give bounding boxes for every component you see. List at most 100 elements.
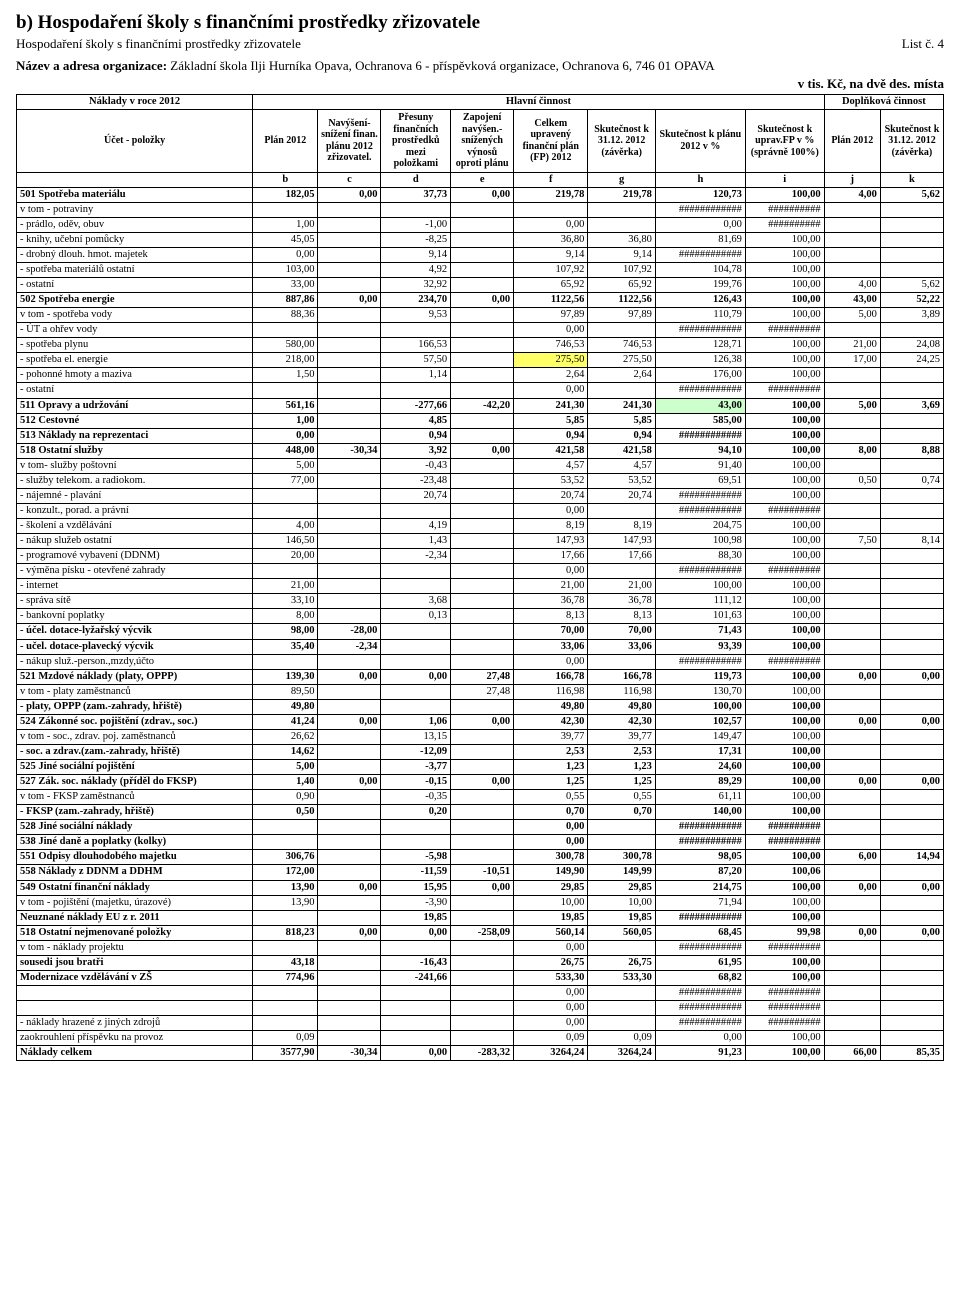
hdr-h: Skutečnost k plánu 2012 v % xyxy=(655,110,745,173)
cell-i: 100,00 xyxy=(745,428,824,443)
cell-h: ############ xyxy=(655,564,745,579)
cell-f: 275,50 xyxy=(514,353,588,368)
hdr-b: Plán 2012 xyxy=(253,110,318,173)
cell-f: 107,92 xyxy=(514,262,588,277)
cell-g: 0,94 xyxy=(588,428,655,443)
cell-e xyxy=(451,564,514,579)
cell-f: 10,00 xyxy=(514,895,588,910)
cell-f: 149,90 xyxy=(514,865,588,880)
cell-k xyxy=(880,654,943,669)
cell-c: 0,00 xyxy=(318,775,381,790)
cell-k xyxy=(880,639,943,654)
cell-h: 110,79 xyxy=(655,308,745,323)
cell-f: 560,14 xyxy=(514,925,588,940)
hdr-f: Celkem upravený finanční plán (FP) 2012 xyxy=(514,110,588,173)
cell-h: 104,78 xyxy=(655,262,745,277)
cell-e: -42,20 xyxy=(451,398,514,413)
cell-e xyxy=(451,1001,514,1016)
cell-h: 149,47 xyxy=(655,729,745,744)
cell-d xyxy=(381,579,451,594)
row-label: - ÚT a ohřev vody xyxy=(17,323,253,338)
cell-c xyxy=(318,232,381,247)
cell-g: 560,05 xyxy=(588,925,655,940)
cell-b: 5,00 xyxy=(253,458,318,473)
cell-b: 103,00 xyxy=(253,262,318,277)
cell-i: 100,00 xyxy=(745,473,824,488)
cell-g xyxy=(588,820,655,835)
cell-f: 166,78 xyxy=(514,669,588,684)
cell-j xyxy=(824,1016,880,1031)
cell-h: ############ xyxy=(655,503,745,518)
cell-d: 57,50 xyxy=(381,353,451,368)
cell-i: 100,00 xyxy=(745,247,824,262)
cell-h: ############ xyxy=(655,488,745,503)
cell-i: ########## xyxy=(745,383,824,398)
row-label: - nákup služ.-person.,mzdy,účto xyxy=(17,654,253,669)
cell-b: 0,00 xyxy=(253,247,318,262)
cell-k xyxy=(880,1001,943,1016)
cell-e xyxy=(451,247,514,262)
cell-c: 0,00 xyxy=(318,293,381,308)
cell-k xyxy=(880,940,943,955)
row-label: v tom - soc., zdrav. poj. zaměstnanců xyxy=(17,729,253,744)
cell-i: 100,00 xyxy=(745,609,824,624)
cell-f: 33,06 xyxy=(514,639,588,654)
cell-i: ########## xyxy=(745,820,824,835)
cell-k: 8,88 xyxy=(880,443,943,458)
cell-b: 13,90 xyxy=(253,895,318,910)
row-label: - soc. a zdrav.(zam.-zahrady, hřiště) xyxy=(17,744,253,759)
cell-j xyxy=(824,579,880,594)
cell-d xyxy=(381,654,451,669)
cell-j xyxy=(824,835,880,850)
cell-d: 0,13 xyxy=(381,609,451,624)
hdr-k: Skutečnost k 31.12. 2012 (závěrka) xyxy=(880,110,943,173)
cell-k xyxy=(880,624,943,639)
cell-f: 3264,24 xyxy=(514,1046,588,1061)
hdr-e: Zapojení navýšen.- snížených výnosů opro… xyxy=(451,110,514,173)
cell-k: 3,89 xyxy=(880,308,943,323)
cell-j: 5,00 xyxy=(824,308,880,323)
cell-f: 533,30 xyxy=(514,970,588,985)
cell-h: 126,43 xyxy=(655,293,745,308)
cell-b: 887,86 xyxy=(253,293,318,308)
cell-c: 0,00 xyxy=(318,714,381,729)
cell-d: 234,70 xyxy=(381,293,451,308)
cell-d: -5,98 xyxy=(381,850,451,865)
row-label: - ostatní xyxy=(17,383,253,398)
cell-f: 5,85 xyxy=(514,413,588,428)
row-label: 549 Ostatní finanční náklady xyxy=(17,880,253,895)
cell-g: 149,99 xyxy=(588,865,655,880)
cell-b: 0,90 xyxy=(253,790,318,805)
cell-k xyxy=(880,262,943,277)
cell-j xyxy=(824,247,880,262)
hdr-i: Skutečnost k uprav.FP v %(správně 100%) xyxy=(745,110,824,173)
cell-h: ############ xyxy=(655,1016,745,1031)
cell-e xyxy=(451,1031,514,1046)
cell-k: 0,00 xyxy=(880,669,943,684)
cell-k: 85,35 xyxy=(880,1046,943,1061)
cell-c: -30,34 xyxy=(318,1046,381,1061)
cell-d xyxy=(381,1031,451,1046)
cell-k xyxy=(880,247,943,262)
cell-e xyxy=(451,835,514,850)
cell-d: 9,14 xyxy=(381,247,451,262)
cell-i: 100,00 xyxy=(745,729,824,744)
cell-b: 0,09 xyxy=(253,1031,318,1046)
cell-g: 0,09 xyxy=(588,1031,655,1046)
row-label: 521 Mzdové náklady (platy, OPPP) xyxy=(17,669,253,684)
cell-h: 87,20 xyxy=(655,865,745,880)
row-label: Modernizace vzdělávání v ZŠ xyxy=(17,970,253,985)
row-label: - spotřeba plynu xyxy=(17,338,253,353)
cell-k xyxy=(880,609,943,624)
cell-c xyxy=(318,579,381,594)
cell-j: 6,00 xyxy=(824,850,880,865)
cell-d xyxy=(381,835,451,850)
cell-b: 26,62 xyxy=(253,729,318,744)
cell-f: 0,00 xyxy=(514,1016,588,1031)
cell-e xyxy=(451,473,514,488)
cell-b: 1,40 xyxy=(253,775,318,790)
row-label: - internet xyxy=(17,579,253,594)
row-label: - ostatní xyxy=(17,278,253,293)
cell-k: 0,00 xyxy=(880,880,943,895)
cell-d xyxy=(381,684,451,699)
